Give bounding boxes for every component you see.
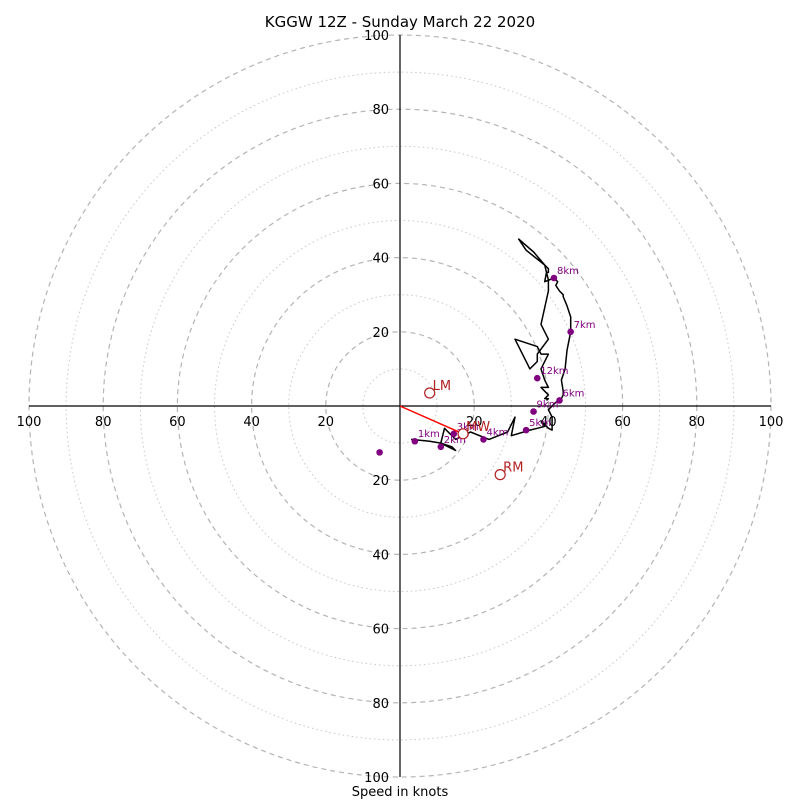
height-marker-dot [480, 436, 487, 443]
height-marker-label: 9km [537, 400, 559, 411]
height-marker-dot [567, 328, 574, 336]
height-marker-dot [530, 408, 537, 415]
x-tick-label: 20 [466, 415, 483, 430]
tick-labels: 1001001001008080808060606060404040402020… [17, 29, 784, 786]
x-tick-label: 100 [759, 415, 784, 430]
x-tick-label: 60 [169, 415, 186, 430]
storm-motion-markers: LM RM MW [399, 379, 523, 481]
storm-motion-label: MW [466, 420, 490, 435]
wind-trace-line [411, 238, 572, 452]
height-marker-dot [437, 443, 445, 451]
height-marker-dot [550, 274, 558, 282]
storm-motion-label: RM [503, 461, 523, 476]
x-tick-label: 80 [95, 415, 112, 430]
height-marker-dot [533, 374, 541, 382]
height-marker-label: 5km [529, 418, 551, 429]
height-markers: 1km 2km 3km 4km 5km 6km 7km 8km 9km 12km [376, 266, 596, 456]
mean-wind-vector [399, 405, 464, 435]
height-marker-label: 8km [557, 266, 579, 277]
x-axis-label: Speed in knots [352, 785, 449, 800]
height-marker-label: 1km [418, 429, 440, 440]
y-tick-label: 80 [372, 103, 389, 118]
y-tick-label: 80 [372, 697, 389, 712]
storm-motion-label: LM [433, 379, 451, 394]
y-tick-label: 100 [364, 29, 389, 44]
y-tick-label: 20 [372, 326, 389, 341]
y-tick-label: 40 [372, 548, 389, 563]
height-marker-label: 12km [540, 366, 568, 377]
y-tick-label: 60 [372, 177, 389, 192]
storm-motion-marker [494, 469, 506, 481]
height-marker-dot [556, 397, 563, 404]
x-tick-label: 100 [17, 415, 42, 430]
height-marker-label: 2km [444, 435, 466, 446]
height-marker-label: 4km [486, 427, 508, 438]
storm-motion-marker [457, 428, 469, 440]
x-tick-label: 60 [614, 415, 631, 430]
y-tick-label: 20 [372, 474, 389, 489]
height-marker-dot [522, 426, 530, 434]
x-tick-label: 40 [243, 415, 260, 430]
x-tick-label: 80 [689, 415, 706, 430]
storm-motion-marker [424, 387, 436, 399]
chart-title: KGGW 12Z - Sunday March 22 2020 [265, 13, 535, 31]
height-marker-label: 6km [563, 388, 585, 399]
y-tick-label: 100 [364, 771, 389, 786]
height-marker-label: 7km [574, 320, 596, 331]
height-marker-dot [450, 430, 458, 438]
height-marker-label: 3km [457, 422, 479, 433]
wind-trace [411, 238, 572, 452]
y-tick-label: 40 [372, 252, 389, 267]
height-marker-dot [376, 449, 383, 456]
x-tick-label: 20 [318, 415, 335, 430]
y-tick-label: 60 [372, 623, 389, 638]
height-marker-dot [411, 437, 419, 445]
